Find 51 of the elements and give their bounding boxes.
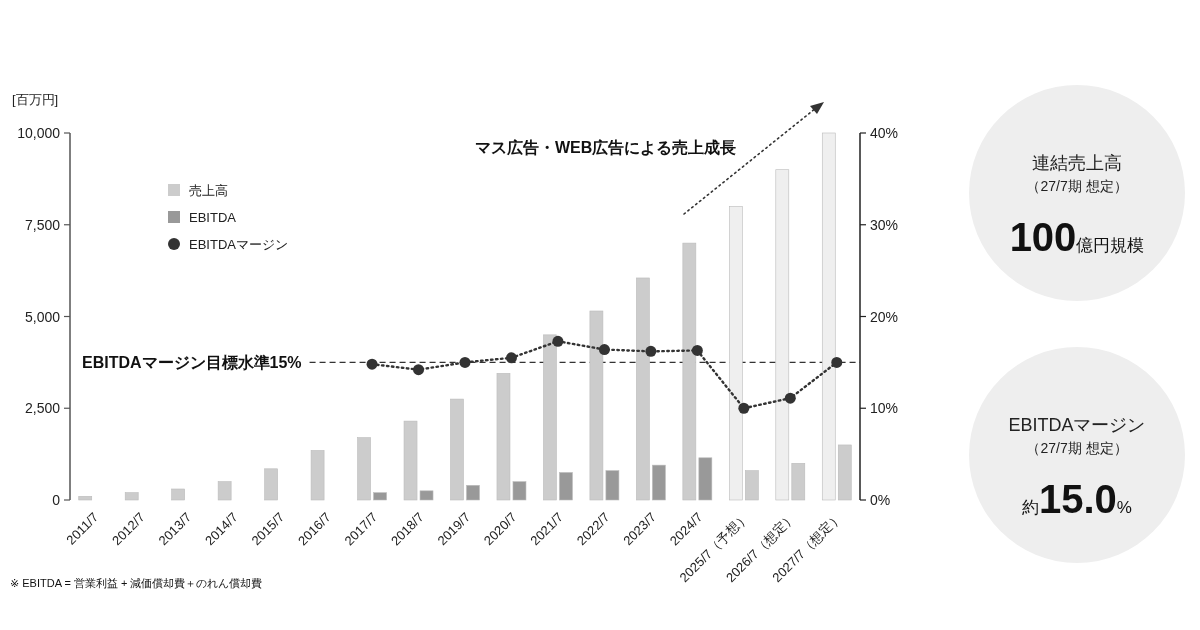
- point: [505, 352, 517, 364]
- text: 100億円規模: [1009, 215, 1145, 259]
- y-axis-title: [百万円]: [12, 92, 59, 107]
- point: [645, 345, 657, 357]
- text: ※ EBITDA = 営業利益 + 減価償却費＋のれん償却費: [10, 577, 263, 589]
- bar: [543, 334, 557, 501]
- legend-label: EBITDA: [189, 210, 237, 225]
- y-tick-label: 5,000: [24, 308, 61, 325]
- bar: [310, 450, 325, 501]
- text: 連結売上高: [1032, 153, 1122, 173]
- y2-tick-label: 0%: [870, 492, 891, 508]
- point: [413, 364, 425, 376]
- bar: [171, 488, 185, 501]
- bar: [264, 468, 278, 501]
- text: （27/7期 想定）: [1026, 440, 1128, 456]
- y-tick-label: 10,000: [17, 125, 61, 141]
- point: [366, 358, 378, 370]
- legend-label: EBITDAマージン: [189, 237, 288, 252]
- point: [598, 344, 610, 356]
- bar: [775, 169, 790, 501]
- bar: [466, 485, 480, 501]
- point: [738, 402, 750, 414]
- bar: [821, 132, 836, 501]
- bar: [652, 464, 666, 501]
- y2-tick-label: 30%: [870, 216, 899, 233]
- bar: [78, 496, 93, 501]
- point: [784, 392, 796, 404]
- ref-line-label: EBITDAマージン目標水準15%: [82, 354, 302, 372]
- point: [831, 356, 843, 368]
- point: [552, 335, 564, 347]
- bar: [636, 277, 650, 501]
- bar: [217, 481, 232, 501]
- bar: [373, 492, 387, 501]
- y2-tick-label: 40%: [870, 125, 899, 141]
- text: 約15.0%: [1022, 477, 1132, 521]
- text: EBITDAマージン: [1008, 415, 1146, 435]
- y-tick-label: 2,500: [24, 400, 61, 417]
- bar: [450, 398, 464, 501]
- y-tick-label: 7,500: [24, 216, 61, 233]
- point: [459, 356, 471, 368]
- text: （27/7期 想定）: [1026, 178, 1128, 194]
- legend-label: 売上高: [189, 183, 228, 198]
- bar: [559, 472, 573, 501]
- bar: [729, 206, 743, 501]
- y-tick-label: 0: [52, 492, 61, 508]
- point: [691, 344, 703, 356]
- bar: [357, 437, 371, 501]
- bar: [124, 492, 139, 501]
- y2-tick-label: 20%: [870, 308, 899, 325]
- y2-tick-label: 10%: [870, 400, 899, 417]
- annotation: マス広告・WEB広告による売上成長: [475, 138, 737, 156]
